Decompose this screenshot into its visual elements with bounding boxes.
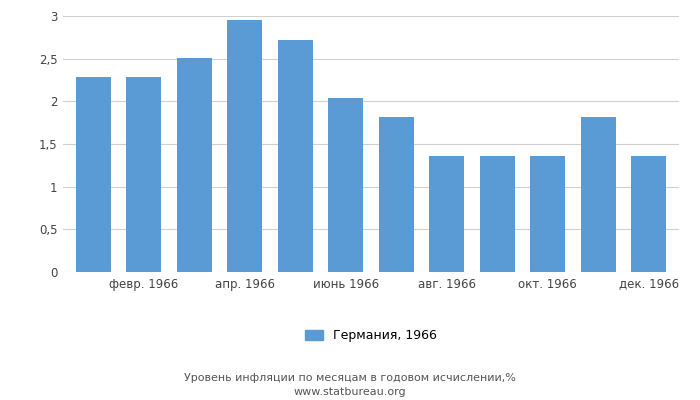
Bar: [328, 98, 363, 272]
Text: Уровень инфляции по месяцам в годовом исчислении,%: Уровень инфляции по месяцам в годовом ис…: [184, 373, 516, 383]
Bar: [379, 117, 414, 272]
Bar: [480, 156, 515, 272]
Bar: [76, 76, 111, 272]
Legend: Германия, 1966: Германия, 1966: [300, 324, 442, 347]
Bar: [278, 40, 313, 272]
Bar: [631, 156, 666, 272]
Bar: [227, 20, 262, 272]
Bar: [429, 156, 464, 272]
Bar: [126, 76, 162, 272]
Bar: [530, 156, 566, 272]
Bar: [176, 58, 212, 272]
Text: www.statbureau.org: www.statbureau.org: [294, 387, 406, 397]
Bar: [580, 117, 616, 272]
